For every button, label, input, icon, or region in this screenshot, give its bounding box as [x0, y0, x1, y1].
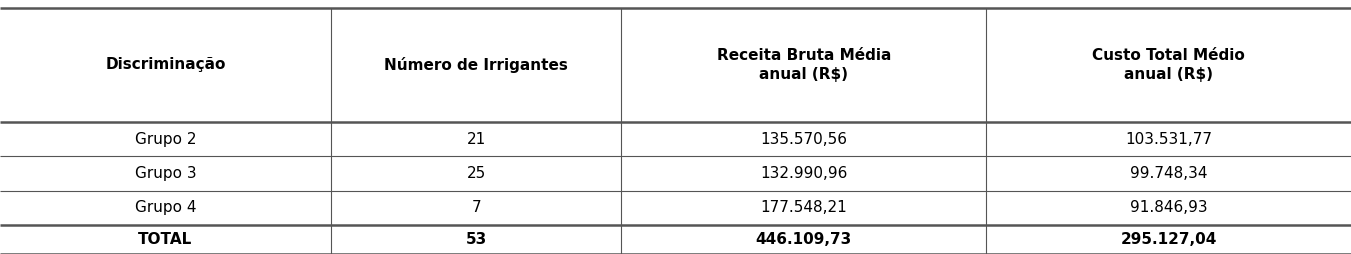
Text: TOTAL: TOTAL — [138, 232, 193, 247]
Text: 177.548,21: 177.548,21 — [761, 200, 847, 215]
Text: Discriminação: Discriminação — [105, 57, 226, 72]
Text: 21: 21 — [466, 132, 486, 147]
Text: Receita Bruta Média
anual (R$): Receita Bruta Média anual (R$) — [716, 48, 892, 82]
Text: Número de Irrigantes: Número de Irrigantes — [384, 57, 569, 73]
Text: Grupo 3: Grupo 3 — [135, 166, 196, 181]
Text: Custo Total Médio
anual (R$): Custo Total Médio anual (R$) — [1092, 48, 1246, 82]
Text: 135.570,56: 135.570,56 — [761, 132, 847, 147]
Text: Grupo 2: Grupo 2 — [135, 132, 196, 147]
Text: 25: 25 — [466, 166, 486, 181]
Text: 99.748,34: 99.748,34 — [1129, 166, 1208, 181]
Text: 7: 7 — [471, 200, 481, 215]
Text: 53: 53 — [466, 232, 486, 247]
Text: 103.531,77: 103.531,77 — [1125, 132, 1212, 147]
Text: Grupo 4: Grupo 4 — [135, 200, 196, 215]
Text: 446.109,73: 446.109,73 — [755, 232, 852, 247]
Text: 295.127,04: 295.127,04 — [1120, 232, 1217, 247]
Text: 91.846,93: 91.846,93 — [1129, 200, 1208, 215]
Text: 132.990,96: 132.990,96 — [761, 166, 847, 181]
